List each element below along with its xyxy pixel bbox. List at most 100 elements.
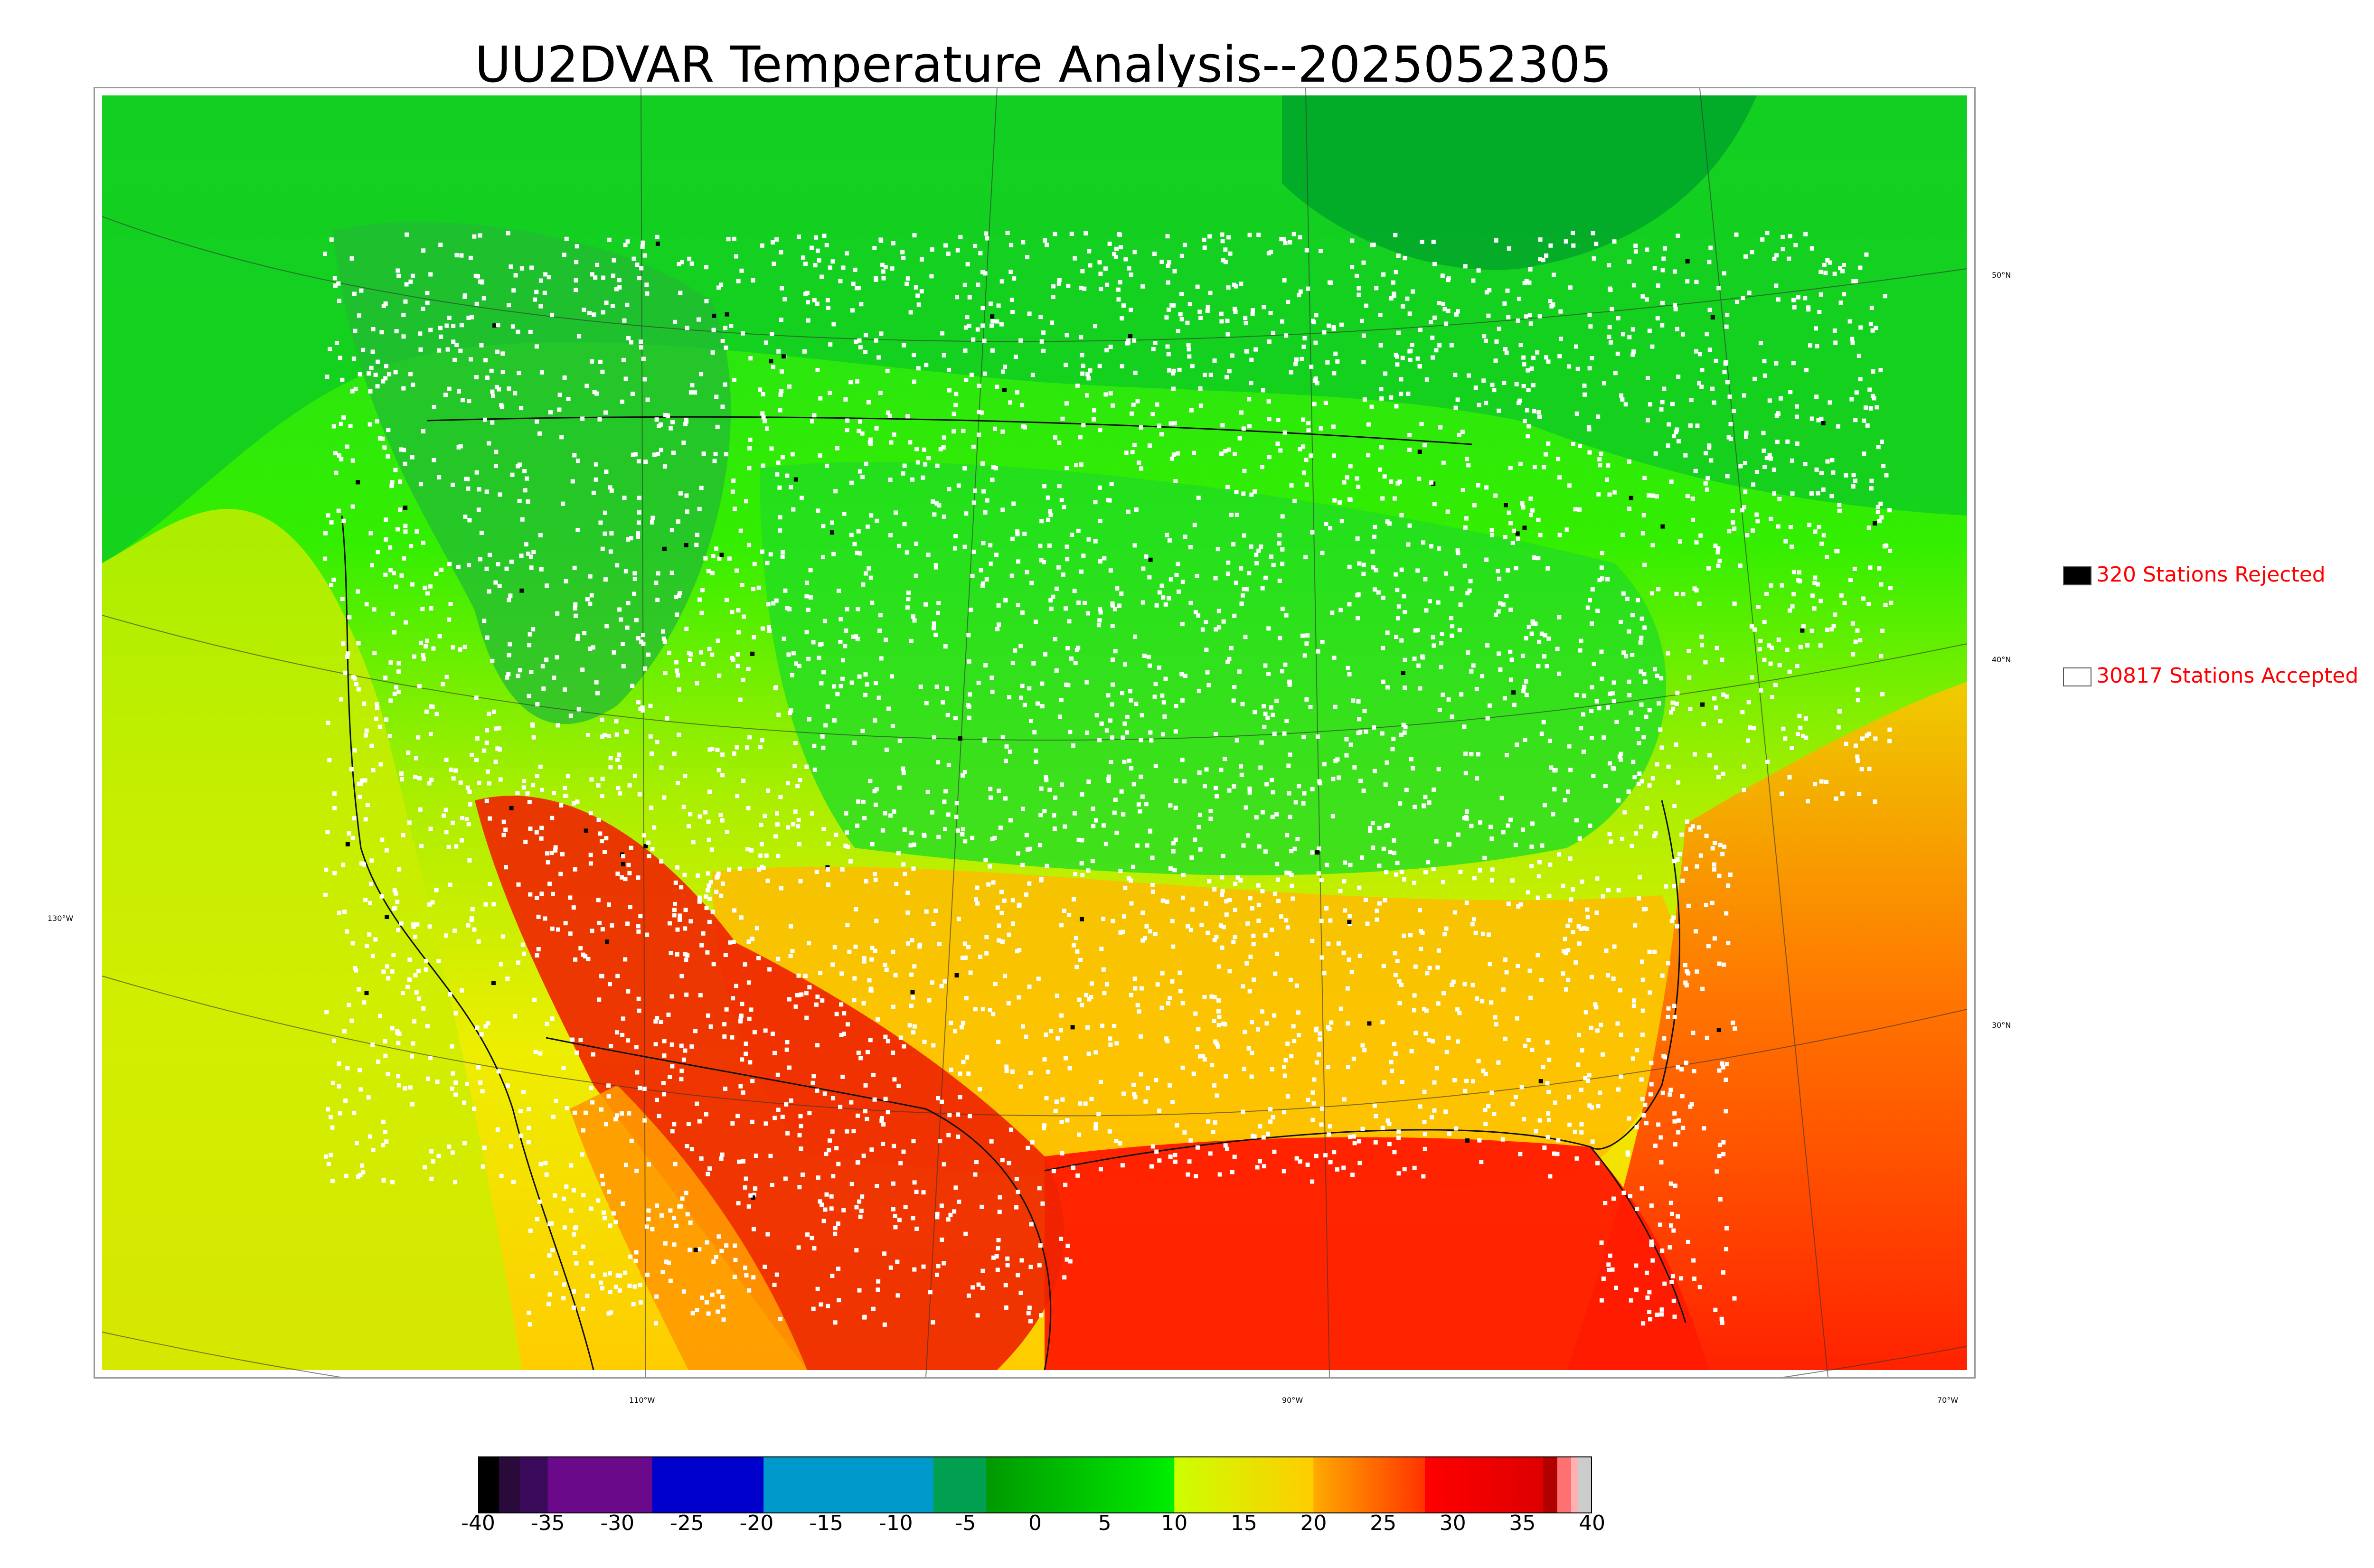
station-accepted-marker [901, 471, 905, 476]
station-accepted-marker [573, 1226, 577, 1230]
station-accepted-marker [562, 253, 566, 257]
station-accepted-marker [1109, 482, 1114, 487]
station-accepted-marker [643, 460, 648, 464]
station-accepted-marker [1027, 1305, 1032, 1310]
station-accepted-marker [374, 716, 378, 721]
station-accepted-marker [491, 902, 496, 907]
station-accepted-marker [933, 909, 938, 913]
station-accepted-marker [1255, 1165, 1260, 1170]
station-accepted-marker [1549, 304, 1554, 309]
station-accepted-marker [1728, 873, 1733, 877]
station-accepted-marker [578, 1037, 583, 1042]
station-rejected-marker [1070, 1025, 1075, 1030]
station-accepted-marker [1020, 610, 1025, 615]
station-accepted-marker [730, 489, 735, 494]
station-accepted-marker [644, 282, 649, 287]
station-accepted-marker [826, 1304, 830, 1308]
station-accepted-marker [1712, 867, 1717, 872]
station-accepted-marker [1232, 784, 1236, 789]
station-accepted-marker [1380, 1020, 1385, 1024]
station-accepted-marker [961, 773, 965, 778]
station-accepted-marker [1722, 962, 1726, 967]
station-accepted-marker [458, 647, 462, 652]
station-accepted-marker [1512, 703, 1517, 707]
station-accepted-marker [526, 551, 531, 556]
station-accepted-marker [591, 490, 596, 495]
station-accepted-marker [361, 1170, 366, 1174]
station-accepted-marker [383, 376, 388, 381]
station-accepted-marker [643, 666, 648, 671]
station-accepted-marker [583, 1110, 588, 1115]
station-accepted-marker [1573, 344, 1578, 349]
station-accepted-marker [1360, 1043, 1365, 1048]
station-accepted-marker [1411, 766, 1415, 771]
station-accepted-marker [1395, 362, 1400, 367]
station-accepted-marker [1249, 357, 1254, 362]
station-accepted-marker [1110, 624, 1115, 629]
station-accepted-marker [1074, 648, 1079, 652]
station-accepted-marker [345, 444, 349, 449]
station-accepted-marker [812, 298, 817, 302]
station-accepted-marker [1231, 698, 1236, 703]
station-accepted-marker [1378, 343, 1383, 347]
station-accepted-marker [914, 447, 919, 451]
station-accepted-marker [1180, 1001, 1185, 1005]
station-accepted-marker [1000, 1158, 1005, 1163]
station-accepted-marker [1674, 742, 1678, 747]
station-accepted-marker [1170, 979, 1175, 984]
station-accepted-marker [1028, 1319, 1033, 1324]
station-accepted-marker [1809, 491, 1814, 496]
station-accepted-marker [773, 834, 778, 839]
station-accepted-marker [456, 564, 461, 569]
station-accepted-marker [839, 1033, 844, 1037]
station-accepted-marker [1577, 941, 1582, 946]
station-accepted-marker [828, 391, 832, 395]
station-accepted-marker [636, 700, 641, 704]
station-accepted-marker [751, 1227, 756, 1231]
station-accepted-marker [1176, 329, 1180, 333]
station-accepted-marker [1548, 243, 1553, 248]
station-accepted-marker [485, 376, 490, 380]
station-accepted-marker [507, 386, 511, 391]
station-accepted-marker [1619, 393, 1624, 398]
station-accepted-marker [428, 272, 433, 277]
station-accepted-marker [564, 579, 568, 583]
station-accepted-marker [693, 390, 697, 395]
station-accepted-marker [1350, 265, 1355, 270]
station-accepted-marker [1821, 487, 1826, 492]
station-accepted-marker [332, 276, 337, 281]
station-accepted-marker [1751, 726, 1756, 731]
station-accepted-marker [1669, 710, 1674, 715]
station-accepted-marker [1542, 465, 1546, 469]
station-accepted-marker [687, 256, 692, 261]
colorbar-tick-label: 25 [1370, 1511, 1397, 1535]
station-accepted-marker [559, 803, 564, 807]
station-accepted-marker [1457, 432, 1461, 437]
station-accepted-marker [1129, 308, 1133, 312]
station-accepted-marker [1107, 1129, 1112, 1134]
station-accepted-marker [1573, 1129, 1577, 1134]
station-accepted-marker [539, 892, 544, 896]
station-accepted-marker [488, 882, 492, 886]
temperature-map[interactable] [94, 87, 1976, 1379]
station-accepted-marker [659, 448, 663, 452]
station-rejected-marker [910, 990, 915, 995]
station-accepted-marker [916, 366, 921, 371]
station-accepted-marker [1640, 294, 1645, 299]
station-accepted-marker [1108, 1036, 1112, 1041]
station-accepted-marker [628, 1254, 633, 1259]
station-accepted-marker [796, 824, 801, 829]
station-accepted-marker [895, 1259, 900, 1264]
station-accepted-marker [1818, 643, 1823, 648]
station-accepted-marker [541, 686, 546, 691]
station-accepted-marker [1133, 986, 1138, 991]
station-accepted-marker [1471, 278, 1476, 283]
station-accepted-marker [444, 675, 449, 679]
station-accepted-marker [472, 927, 477, 932]
station-accepted-marker [1679, 832, 1684, 837]
station-accepted-marker [973, 1172, 978, 1177]
station-accepted-marker [593, 275, 598, 280]
station-accepted-marker [1302, 653, 1307, 658]
station-accepted-marker [1608, 1253, 1612, 1258]
station-accepted-marker [738, 1084, 743, 1089]
